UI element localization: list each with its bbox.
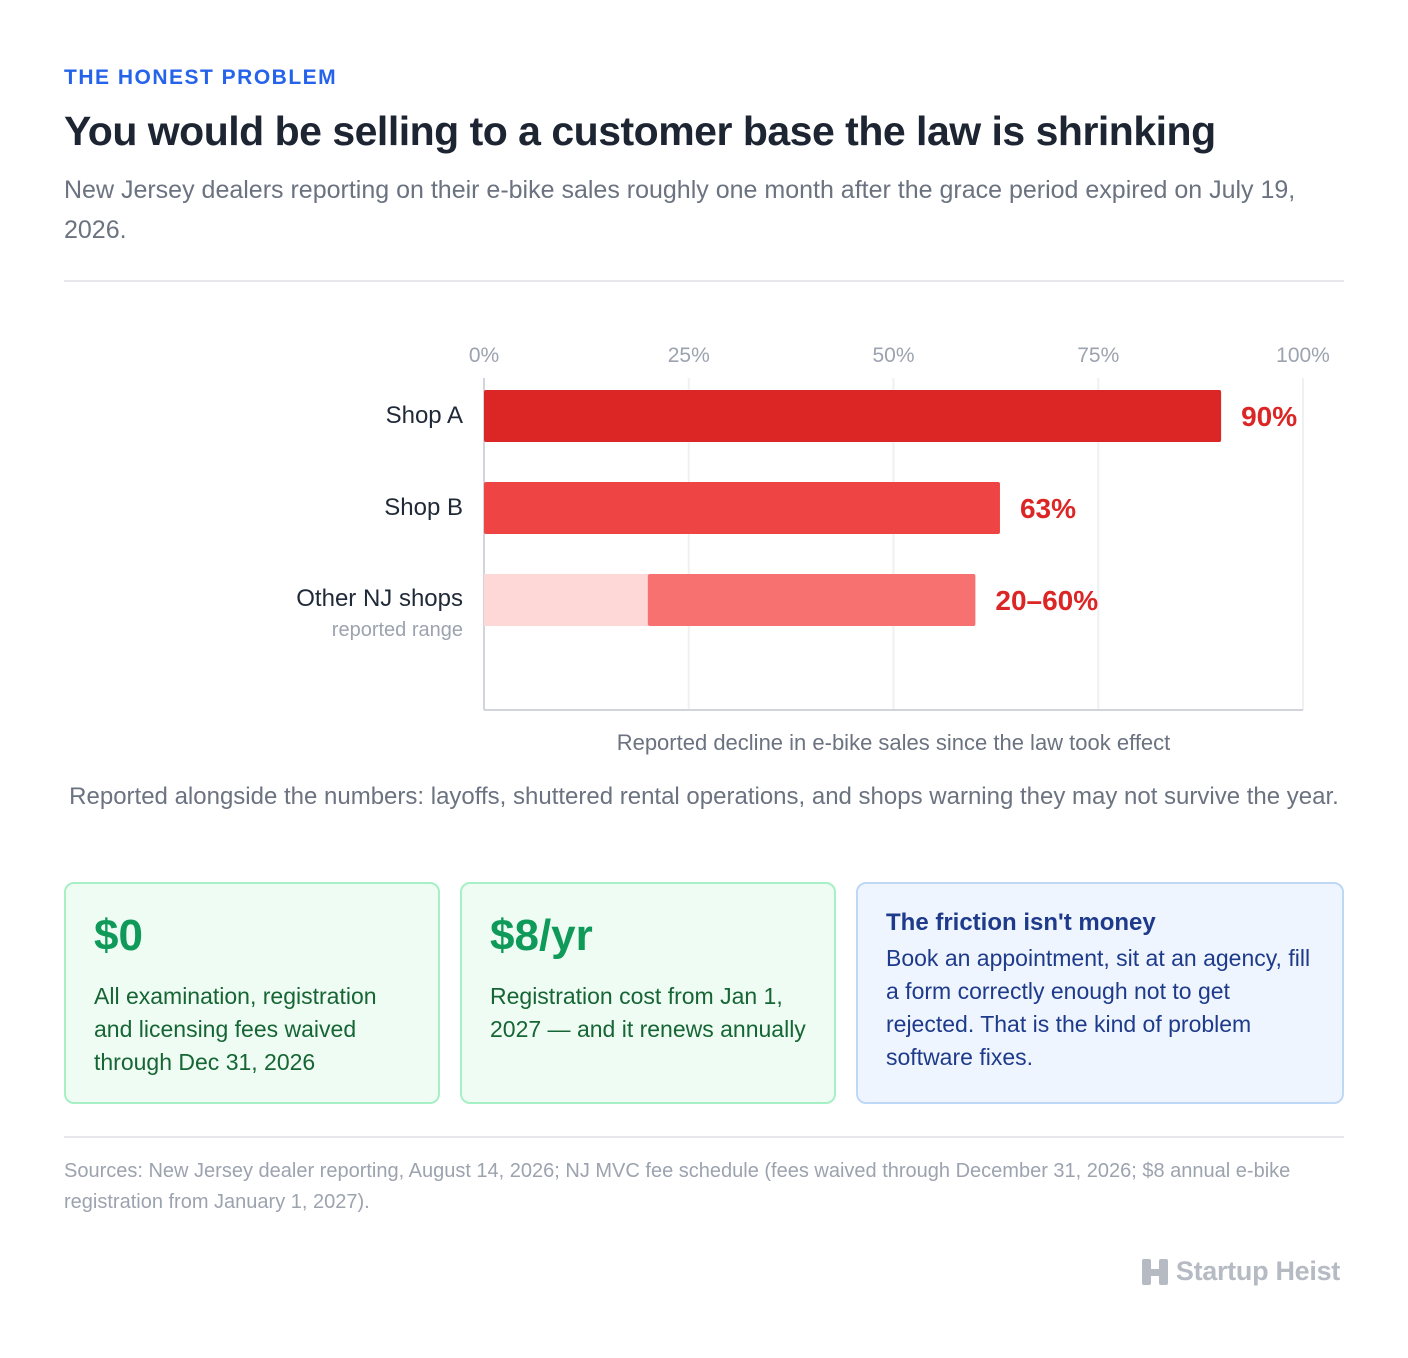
category-label: Shop A — [386, 402, 463, 429]
category-sublabel: reported range — [332, 619, 463, 641]
brand-name: Startup Heist — [1175, 1256, 1340, 1286]
x-axis-label: Reported decline in e-bike sales since t… — [617, 730, 1171, 755]
category-label: Shop B — [384, 494, 463, 521]
x-tick-label: 50% — [872, 344, 914, 367]
page-title: You would be selling to a customer base … — [64, 108, 1216, 154]
bar-value-label: 90% — [1241, 401, 1297, 432]
page-subtitle: New Jersey dealers reporting on their e-… — [64, 176, 1296, 244]
chart-note: Reported alongside the numbers: layoffs,… — [69, 783, 1339, 810]
bar-value-label: 20–60% — [995, 585, 1098, 616]
sources-text: Sources: New Jersey dealer reporting, Au… — [64, 1160, 1291, 1213]
eyebrow-label: THE HONEST PROBLEM — [64, 66, 338, 89]
fee-waived-value: $0 — [94, 911, 143, 960]
bar — [484, 482, 1000, 534]
bar-range-base — [484, 574, 648, 626]
fee-waived-card: $0 All examination, registration and lic… — [64, 882, 440, 1104]
bar — [484, 390, 1222, 442]
x-tick-label: 100% — [1276, 344, 1330, 367]
friction-heading: The friction isn't money — [886, 909, 1156, 936]
category-label: Other NJ shops — [296, 585, 463, 612]
registration-cost-value: $8/yr — [490, 911, 593, 960]
registration-cost-card: $8/yr Registration cost from Jan 1, 2027… — [460, 882, 836, 1104]
registration-cost-desc: Registration cost from Jan 1, 2027 — and… — [490, 983, 806, 1042]
friction-card: The friction isn't money Book an appoint… — [856, 882, 1344, 1104]
x-tick-label: 75% — [1077, 344, 1119, 367]
friction-desc: Book an appointment, sit at an agency, f… — [886, 945, 1311, 1070]
bar-range — [647, 574, 976, 626]
x-tick-label: 25% — [668, 344, 710, 367]
x-tick-label: 0% — [469, 344, 499, 367]
bar-value-label: 63% — [1020, 493, 1076, 524]
h-logo-icon — [1141, 1258, 1168, 1285]
top-divider — [64, 280, 1344, 282]
fee-waived-desc: All examination, registration and licens… — [94, 983, 377, 1075]
bottom-divider — [64, 1136, 1344, 1138]
brand-logo: Startup Heist — [1141, 1256, 1340, 1287]
decline-bar-chart: 0% 25% 50% 75% 100% Shop A 90% Shop B 63% Other N… — [296, 344, 1330, 755]
